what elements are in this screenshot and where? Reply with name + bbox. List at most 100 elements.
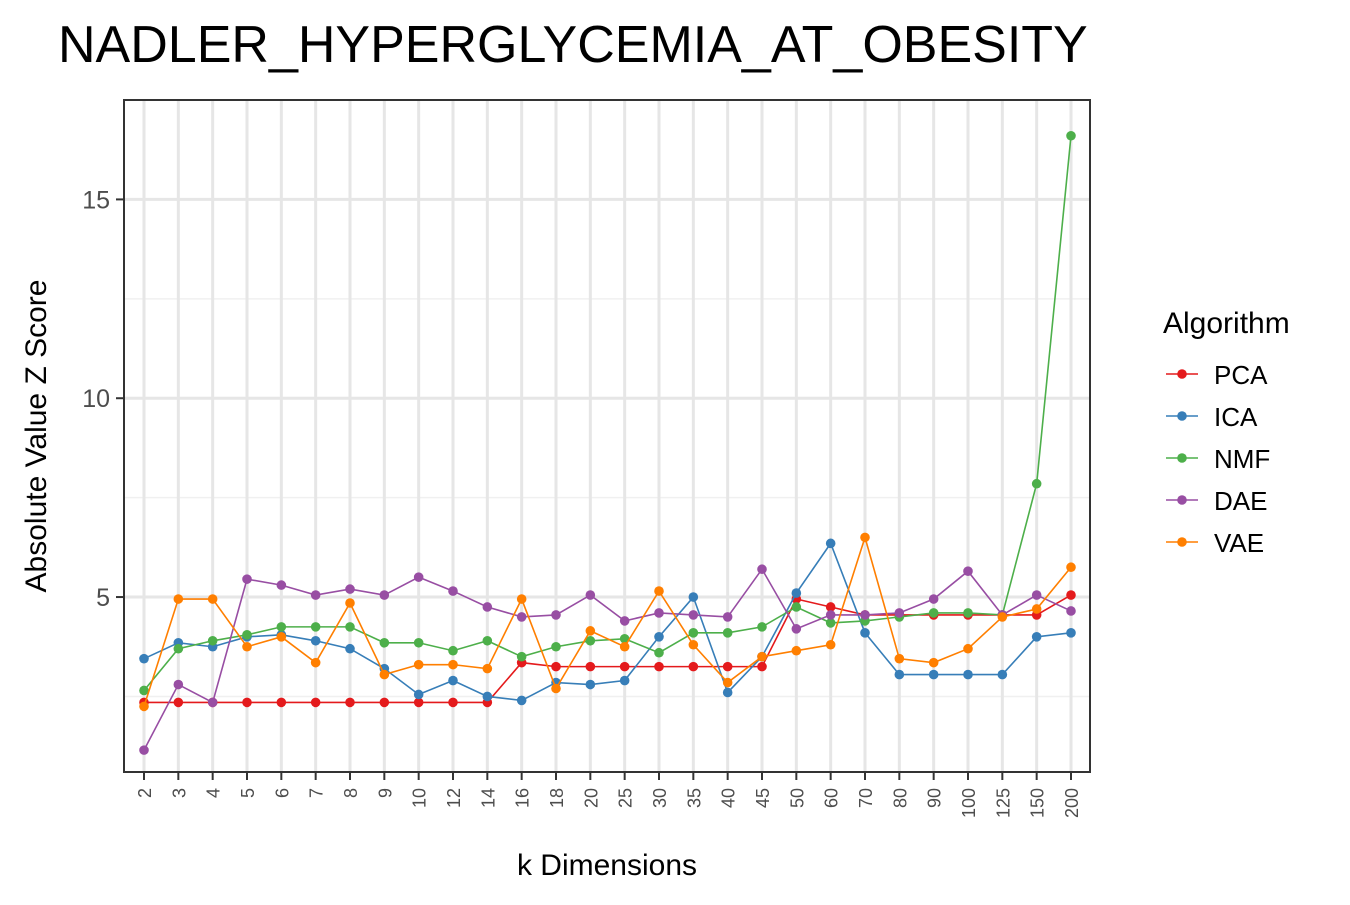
data-point-ica <box>997 669 1008 680</box>
x-tick-label: 25 <box>616 788 636 808</box>
data-point-vae <box>791 645 802 656</box>
data-point-nmf <box>551 641 561 652</box>
data-point-nmf <box>207 635 218 646</box>
series-line-dae <box>143 567 1072 751</box>
data-point-vae <box>379 669 390 680</box>
data-point-pca <box>173 697 184 708</box>
data-point-nmf <box>482 635 493 646</box>
data-point-nmf <box>310 622 321 632</box>
x-tick-label: 8 <box>341 788 361 798</box>
x-tick-label: 7 <box>307 788 327 798</box>
data-point-pca <box>1066 590 1076 600</box>
x-tick-label: 70 <box>856 788 876 808</box>
data-point-pca <box>825 602 836 612</box>
data-point-nmf <box>276 622 287 632</box>
data-point-dae <box>242 574 252 584</box>
data-point-dae <box>139 745 149 755</box>
x-tick-label: 30 <box>650 788 670 808</box>
data-point-vae <box>619 641 630 652</box>
data-point-dae <box>860 610 870 620</box>
data-point-dae <box>1031 590 1042 600</box>
data-point-nmf <box>688 628 699 638</box>
data-point-vae <box>276 632 287 642</box>
data-point-dae <box>310 590 321 600</box>
data-point-nmf <box>585 635 596 646</box>
data-point-vae <box>516 594 527 604</box>
data-point-dae <box>757 564 767 575</box>
data-point-vae <box>173 594 184 604</box>
legend-key-point <box>1177 453 1187 463</box>
data-point-dae <box>173 679 184 690</box>
x-tick-label: 2 <box>135 788 155 798</box>
data-point-dae <box>619 616 630 626</box>
data-point-nmf <box>448 645 458 656</box>
data-point-nmf <box>825 618 836 628</box>
data-point-vae <box>928 657 939 668</box>
data-point-pca <box>551 661 561 672</box>
data-point-nmf <box>345 622 355 632</box>
x-tick-label: 100 <box>959 788 979 818</box>
data-point-vae <box>860 532 870 543</box>
data-point-pca <box>345 697 355 708</box>
data-point-pca <box>619 661 630 672</box>
data-point-pca <box>688 661 699 672</box>
data-point-ica <box>860 628 870 638</box>
legend-key-point <box>1177 537 1187 547</box>
data-point-ica <box>1031 632 1042 642</box>
data-point-ica <box>722 687 733 698</box>
data-point-dae <box>722 612 733 622</box>
data-point-nmf <box>654 647 664 658</box>
data-point-pca <box>757 661 767 672</box>
data-point-ica <box>345 643 355 654</box>
data-point-ica <box>791 588 802 598</box>
data-point-dae <box>688 610 699 620</box>
x-tick-label: 40 <box>719 788 739 808</box>
x-tick-label: 16 <box>513 788 533 808</box>
data-point-vae <box>139 701 149 712</box>
data-point-vae <box>551 683 561 694</box>
x-tick-label: 90 <box>925 788 945 808</box>
data-point-nmf <box>757 622 767 632</box>
x-tick-label: 35 <box>684 788 704 808</box>
data-point-ica <box>585 679 596 690</box>
data-point-nmf <box>1066 130 1076 141</box>
grid-layer <box>124 99 1090 772</box>
legend-title: Algorithm <box>1163 307 1290 340</box>
data-point-nmf <box>242 630 252 640</box>
legend-key-point <box>1177 411 1187 421</box>
x-tick-label: 6 <box>272 788 292 798</box>
legend-key-point <box>1177 369 1187 379</box>
data-point-dae <box>482 602 493 612</box>
data-point-nmf <box>139 685 149 696</box>
legend-label: VAE <box>1214 528 1264 558</box>
data-point-ica <box>619 675 630 686</box>
data-point-vae <box>310 657 321 668</box>
data-point-vae <box>413 659 424 670</box>
data-point-vae <box>997 612 1008 622</box>
x-tick-label: 12 <box>444 788 464 808</box>
data-point-ica <box>928 669 939 680</box>
data-point-dae <box>413 572 424 582</box>
data-point-ica <box>516 695 527 706</box>
data-point-nmf <box>413 637 424 648</box>
legend-label: ICA <box>1214 402 1258 432</box>
data-point-vae <box>448 659 458 670</box>
data-point-nmf <box>791 602 802 612</box>
x-tick-label: 10 <box>410 788 430 808</box>
data-point-nmf <box>379 637 390 648</box>
data-point-ica <box>825 538 836 549</box>
legend: Algorithm PCA ICA NMF DAE VAE <box>1163 307 1290 558</box>
data-point-ica <box>654 632 664 642</box>
data-point-nmf <box>963 608 973 618</box>
data-point-vae <box>1066 562 1076 573</box>
x-tick-label: 4 <box>204 788 224 798</box>
data-point-vae <box>757 651 767 662</box>
data-point-nmf <box>516 651 527 662</box>
data-point-dae <box>928 594 939 604</box>
data-point-nmf <box>619 633 630 644</box>
data-point-vae <box>585 626 596 636</box>
data-point-ica <box>413 689 424 700</box>
data-point-vae <box>825 639 836 650</box>
